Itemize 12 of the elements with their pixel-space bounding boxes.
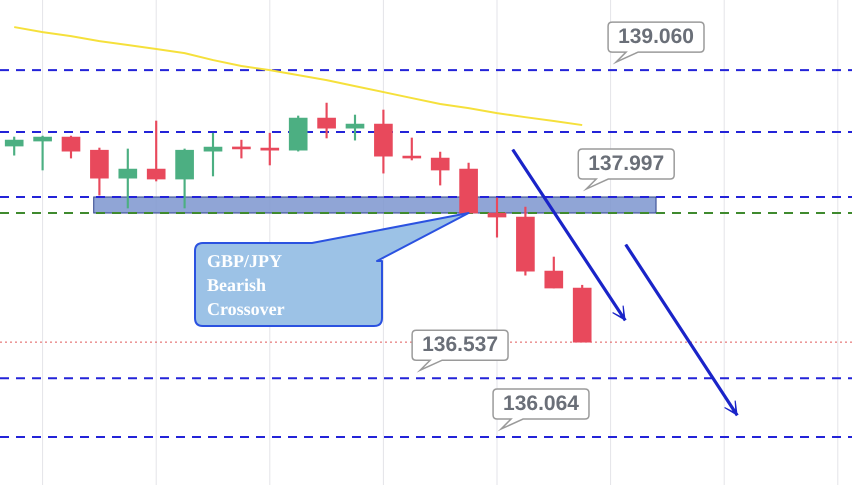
candlestick [204,132,222,176]
candlestick [62,136,80,158]
annotation: 137.997 [587,152,666,176]
candlestick [232,140,251,158]
candlestick [260,132,280,166]
candlestick [402,138,422,160]
candlestick [488,198,506,238]
annotation: 139.060 [617,25,695,50]
annotation: 136.537 [421,333,500,358]
candlestick [33,136,52,170]
annotation: GBP/JPY Bearish Crossover [207,250,286,321]
annotation: 136.064 [502,392,580,416]
